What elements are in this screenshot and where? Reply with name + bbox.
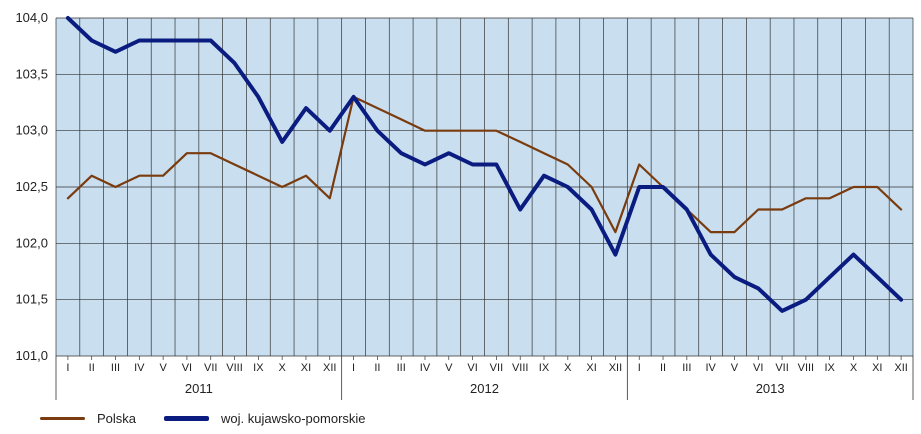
y-tick-label: 104,0	[15, 10, 48, 25]
x-tick-label: VI	[467, 362, 477, 374]
x-tick-label: IX	[539, 362, 550, 374]
y-tick-label: 101,5	[15, 292, 48, 307]
year-label: 2012	[470, 381, 499, 396]
y-tick-label: 102,5	[15, 179, 48, 194]
y-tick-label: 102,0	[15, 235, 48, 250]
x-tick-label: VIII	[226, 362, 243, 374]
x-tick-label: VII	[775, 362, 788, 374]
legend: Polska woj. kujawsko-pomorskie	[40, 411, 394, 426]
x-tick-label: III	[397, 362, 406, 374]
x-tick-label: XI	[872, 362, 882, 374]
series-line-kujawsko-pomorskie	[65, 16, 904, 313]
x-tick-label: X	[850, 362, 858, 374]
x-axis: I II III IV V VI VII VIII IX X XI XII I II III IV V VI VII…	[55, 356, 914, 400]
x-tick-label: VIII	[512, 362, 529, 374]
series-group	[65, 16, 904, 313]
x-tick-label: IV	[134, 362, 145, 374]
x-tick-label: VII	[490, 362, 503, 374]
x-tick-label: XII	[894, 362, 907, 374]
x-tick-label: VI	[753, 362, 763, 374]
x-tick-label: IV	[420, 362, 431, 374]
year-label: 2013	[756, 381, 785, 396]
x-tick-label: XI	[301, 362, 311, 374]
x-tick-label: XI	[586, 362, 596, 374]
x-tick-label: X	[278, 362, 286, 374]
x-tick-label: II	[374, 362, 380, 374]
x-tick-label: XII	[609, 362, 622, 374]
legend-swatch-kujawsko-pomorskie	[164, 416, 210, 421]
y-tick-label: 101,0	[15, 348, 48, 363]
legend-label-polska: Polska	[97, 411, 137, 426]
grid-lines	[55, 17, 914, 357]
y-axis: 101,0 101,5 102,0 102,5 103,0 103,5 104,0	[15, 10, 48, 363]
x-tick-label: I	[638, 362, 641, 374]
legend-item-kujawsko-pomorskie: woj. kujawsko-pomorskie	[164, 411, 366, 426]
x-tick-label: V	[731, 362, 739, 374]
legend-swatch-polska	[40, 417, 85, 420]
year-label: 2011	[185, 381, 213, 396]
x-tick-label: V	[445, 362, 453, 374]
legend-item-polska: Polska	[40, 411, 136, 426]
x-tick-label: X	[564, 362, 572, 374]
x-tick-label: I	[66, 362, 69, 374]
x-tick-label: II	[660, 362, 666, 374]
x-tick-label: VII	[204, 362, 217, 374]
x-tick-label: VI	[182, 362, 192, 374]
series-line-polska	[66, 95, 903, 234]
y-tick-label: 103,5	[15, 66, 48, 81]
x-tick-label: III	[111, 362, 120, 374]
legend-label-kujawsko-pomorskie: woj. kujawsko-pomorskie	[221, 411, 366, 426]
x-tick-label: VIII	[798, 362, 815, 374]
x-tick-label: IX	[253, 362, 264, 374]
x-tick-label: IV	[705, 362, 716, 374]
x-tick-label: III	[682, 362, 691, 374]
x-tick-label: IX	[824, 362, 835, 374]
x-tick-label: I	[352, 362, 355, 374]
y-tick-label: 103,0	[15, 123, 48, 138]
x-tick-label: XII	[323, 362, 336, 374]
x-tick-label: II	[89, 362, 95, 374]
x-tick-label: V	[159, 362, 167, 374]
